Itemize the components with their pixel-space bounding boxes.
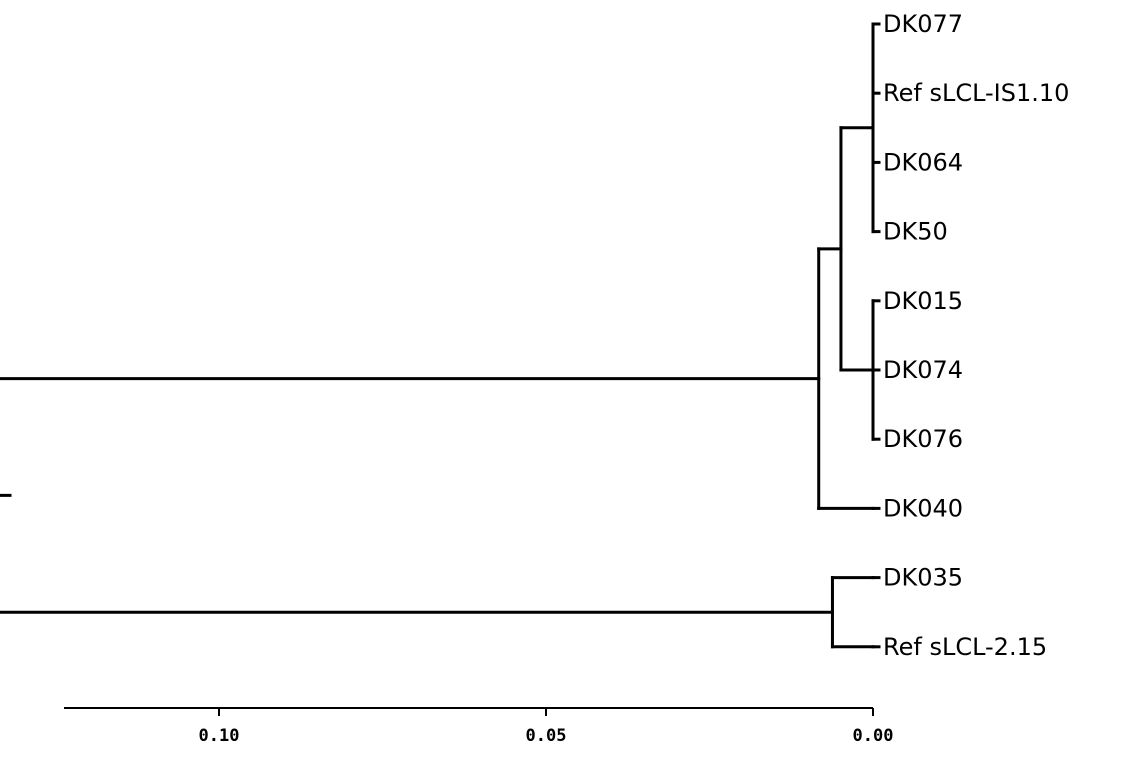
leaf-label: DK015 — [883, 287, 963, 315]
leaf-label: DK50 — [883, 218, 948, 246]
leaf-label: DK077 — [883, 10, 963, 38]
distance-axis: 0.200.150.100.050.00 — [0, 708, 893, 746]
leaf-label: DK064 — [883, 148, 963, 176]
axis-tick-label: 0.10 — [199, 726, 240, 746]
leaf-label: DK076 — [883, 425, 963, 453]
leaf-label: DK035 — [883, 564, 963, 592]
axis-tick-label: 0.00 — [853, 726, 894, 746]
leaf-labels: DK077 Ref sLCL-IS1.10 DK064 DK50 DK015 DK074 D… — [883, 10, 1069, 661]
leaf-label: DK074 — [883, 356, 963, 384]
leaf-label: DK040 — [883, 494, 963, 522]
leaf-label: Ref sLCL-2.15 — [883, 633, 1047, 661]
axis-tick-label: 0.05 — [526, 726, 567, 746]
leaf-label: Ref sLCL-IS1.10 — [883, 79, 1069, 107]
dendrogram-branches — [0, 24, 879, 647]
